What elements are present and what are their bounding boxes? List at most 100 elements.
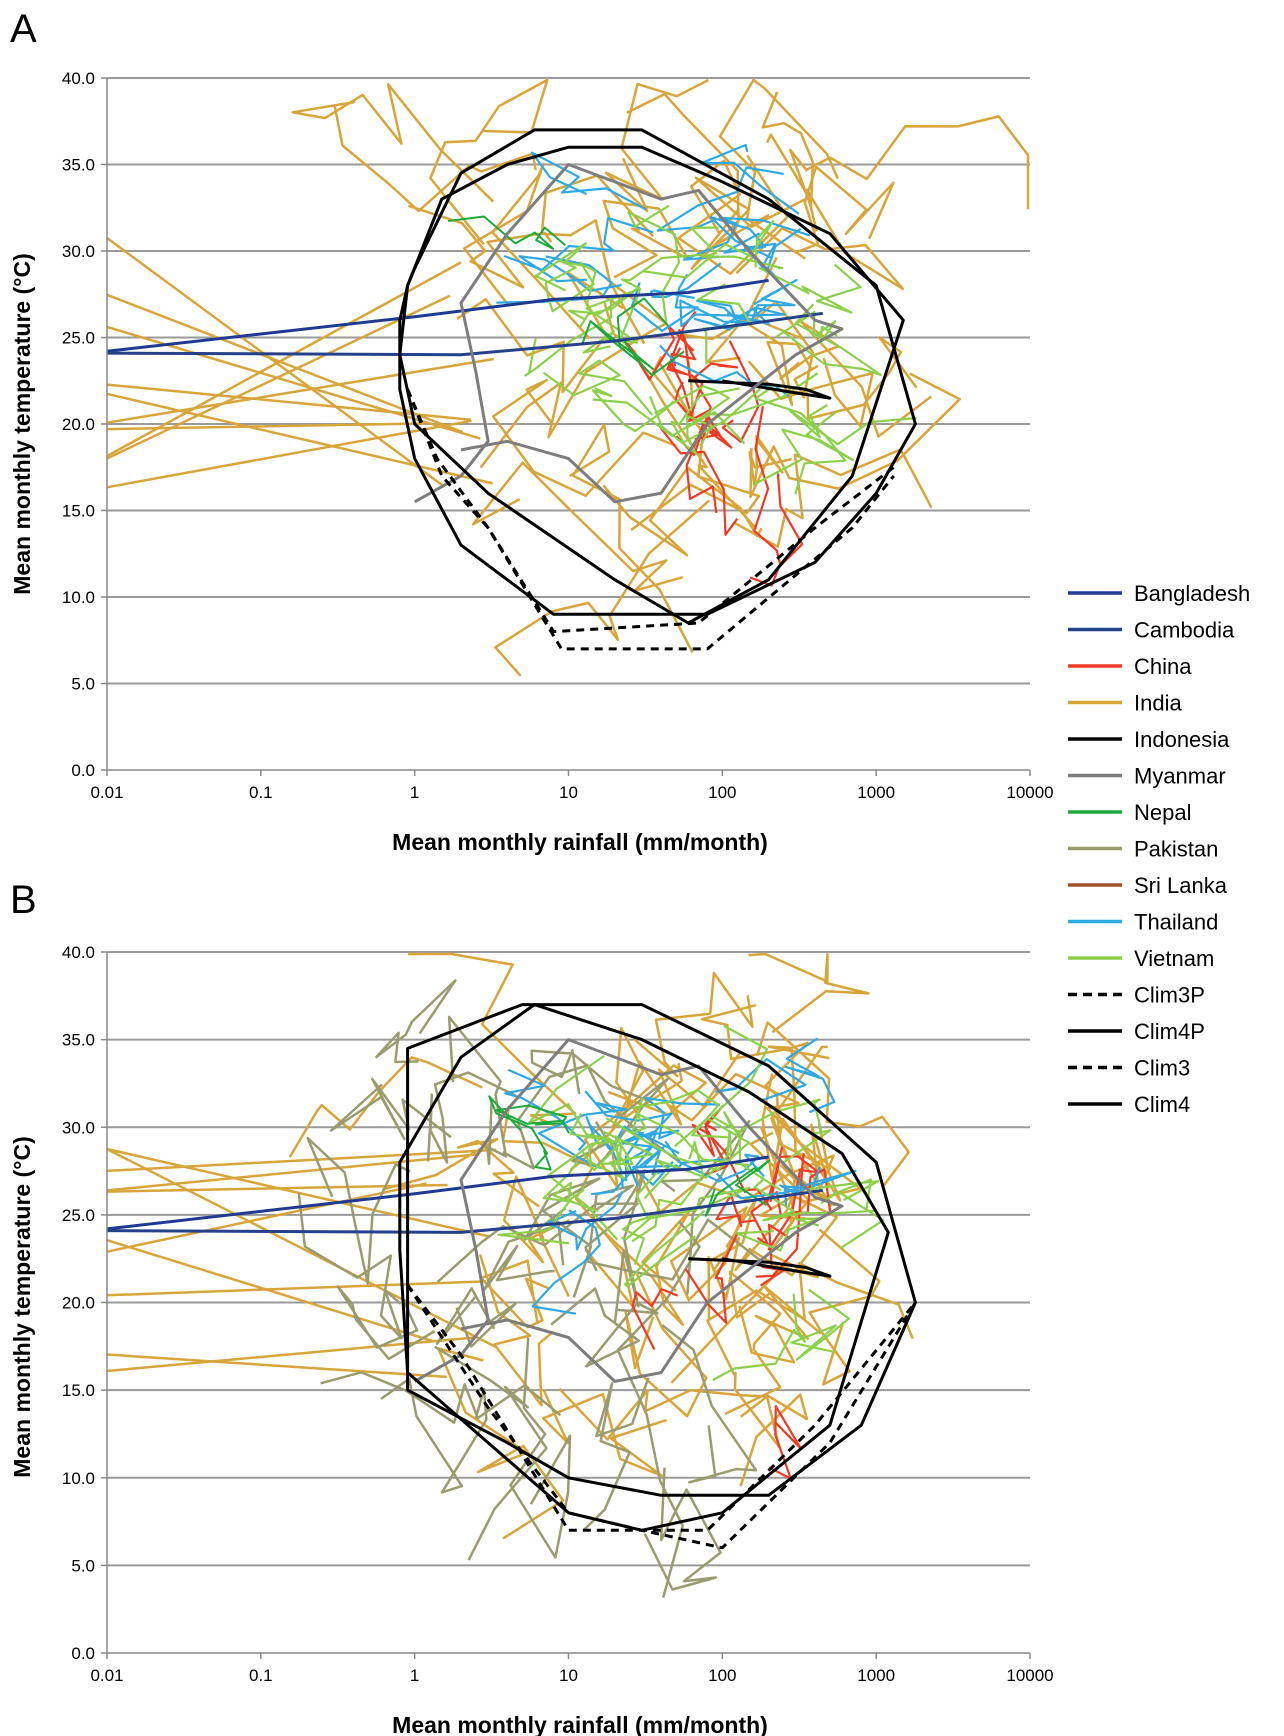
legend-item: Clim4 bbox=[1068, 1092, 1190, 1117]
clim4-envelope bbox=[398, 1003, 890, 1532]
thailand-line bbox=[531, 1209, 601, 1315]
clim4p-envelope bbox=[398, 128, 917, 616]
china-line bbox=[721, 340, 760, 443]
china-line bbox=[684, 1231, 739, 1324]
india-line bbox=[502, 1175, 571, 1298]
legend-label: Nepal bbox=[1134, 800, 1191, 825]
india-line bbox=[569, 423, 694, 653]
y-axis-title-a: Mean monthly temperature (°C) bbox=[9, 253, 35, 594]
india-line bbox=[761, 91, 815, 208]
legend-label: Sri Lanka bbox=[1134, 873, 1228, 898]
india-line bbox=[491, 378, 677, 498]
y-tick-label: 25.0 bbox=[62, 329, 95, 348]
vietnam-line bbox=[790, 1288, 851, 1361]
india-line bbox=[724, 1270, 782, 1416]
indonesia-line bbox=[688, 1257, 832, 1278]
vietnam-line bbox=[820, 1178, 885, 1250]
thailand-line bbox=[649, 262, 722, 300]
india-line bbox=[700, 1003, 833, 1207]
china-line bbox=[767, 1168, 832, 1251]
cambodia-line bbox=[106, 1188, 824, 1234]
thailand-line bbox=[503, 216, 654, 271]
pakistan-line bbox=[643, 1467, 722, 1591]
clim4p-envelope bbox=[406, 1003, 917, 1497]
y-tick-label: 15.0 bbox=[62, 1381, 95, 1400]
legend-label: Bangladesh bbox=[1134, 581, 1250, 606]
y-tick-label: 35.0 bbox=[62, 156, 95, 175]
india-line bbox=[749, 372, 962, 499]
thailand-line bbox=[709, 216, 773, 259]
y-tick-label: 20.0 bbox=[62, 415, 95, 434]
legend-label: Vietnam bbox=[1134, 946, 1214, 971]
pakistan-line bbox=[616, 1220, 701, 1599]
india-line bbox=[630, 356, 761, 532]
cambodia-line bbox=[106, 311, 824, 357]
thailand-line bbox=[693, 306, 784, 331]
legend-item: Vietnam bbox=[1068, 946, 1214, 971]
india-line bbox=[794, 165, 895, 254]
india-line bbox=[748, 357, 874, 428]
thailand-line bbox=[664, 1140, 765, 1183]
vietnam-line bbox=[582, 290, 639, 354]
india-line bbox=[479, 278, 668, 469]
y-tick-label: 35.0 bbox=[62, 1031, 95, 1050]
china-line bbox=[715, 1193, 757, 1228]
india-line bbox=[382, 1137, 540, 1208]
vietnam-line bbox=[735, 1217, 822, 1252]
pakistan-line bbox=[550, 1287, 659, 1368]
panel-letter-a: A bbox=[10, 7, 37, 51]
pakistan-line bbox=[297, 1193, 403, 1340]
y-tick-label: 10.0 bbox=[62, 588, 95, 607]
legend-item: Myanmar bbox=[1068, 764, 1226, 789]
x-tick-label: 1 bbox=[410, 783, 419, 802]
x-tick-label: 10 bbox=[559, 783, 578, 802]
x-tick-label: 100 bbox=[708, 783, 736, 802]
nepal-line bbox=[495, 1104, 570, 1134]
india-line bbox=[479, 1259, 551, 1329]
legend-label: Pakistan bbox=[1134, 837, 1218, 862]
india-line bbox=[602, 199, 689, 279]
vietnam-line bbox=[497, 1185, 585, 1245]
legend-item: Thailand bbox=[1068, 910, 1218, 935]
x-axis-title-a: Mean monthly rainfall (mm/month) bbox=[392, 829, 768, 855]
pakistan-line bbox=[661, 1324, 758, 1484]
india-line bbox=[633, 971, 754, 1078]
legend-item: Nepal bbox=[1068, 800, 1191, 825]
vietnam-line bbox=[775, 310, 838, 345]
thailand-line bbox=[715, 1057, 807, 1102]
vietnam-line bbox=[780, 303, 882, 376]
china-line bbox=[666, 310, 697, 376]
thailand-line bbox=[504, 1068, 587, 1152]
x-tick-label: 0.1 bbox=[249, 1666, 273, 1685]
india-line bbox=[604, 78, 709, 213]
india-line bbox=[106, 1148, 497, 1173]
india-line bbox=[666, 1072, 862, 1204]
pakistan-line bbox=[320, 1371, 562, 1424]
india-line bbox=[106, 294, 451, 460]
vietnam-line bbox=[524, 300, 613, 377]
india-line bbox=[291, 83, 495, 203]
pakistan-line bbox=[436, 1202, 639, 1283]
clim3p-envelope bbox=[406, 1284, 917, 1532]
india-line bbox=[106, 357, 495, 424]
india-line bbox=[288, 1056, 483, 1158]
pakistan-line bbox=[329, 1077, 452, 1141]
y-tick-label: 30.0 bbox=[62, 242, 95, 261]
y-tick-label: 0.0 bbox=[71, 761, 95, 780]
vietnam-line bbox=[753, 410, 854, 486]
vietnam-line bbox=[712, 1293, 807, 1381]
pakistan-line bbox=[336, 1285, 436, 1361]
legend-label: Myanmar bbox=[1134, 764, 1226, 789]
vietnam-line bbox=[642, 220, 775, 279]
clim4-envelope bbox=[398, 145, 905, 625]
india-line bbox=[733, 1372, 809, 1487]
x-tick-label: 10000 bbox=[1006, 1666, 1053, 1685]
india-line bbox=[805, 115, 1030, 210]
y-tick-label: 30.0 bbox=[62, 1118, 95, 1137]
india-line bbox=[540, 174, 655, 345]
india-line bbox=[759, 1045, 828, 1221]
india-line bbox=[408, 952, 577, 1128]
thailand-line bbox=[679, 299, 786, 328]
pakistan-line bbox=[586, 1184, 761, 1281]
